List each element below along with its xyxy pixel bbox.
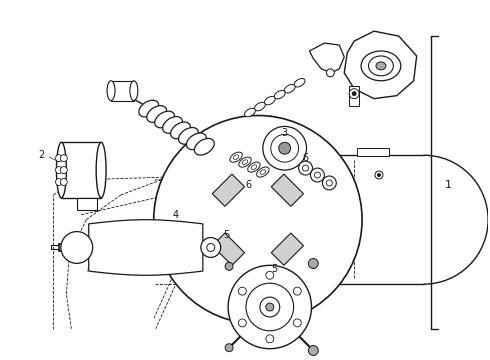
Polygon shape bbox=[61, 142, 101, 198]
Text: 2: 2 bbox=[38, 150, 45, 160]
Ellipse shape bbox=[163, 117, 182, 133]
Ellipse shape bbox=[368, 56, 393, 76]
Polygon shape bbox=[271, 233, 303, 265]
Circle shape bbox=[225, 344, 233, 352]
Circle shape bbox=[228, 265, 312, 349]
Circle shape bbox=[326, 180, 332, 186]
Ellipse shape bbox=[107, 81, 115, 100]
Ellipse shape bbox=[284, 85, 295, 93]
Text: 4: 4 bbox=[172, 210, 178, 220]
Text: 3: 3 bbox=[282, 129, 288, 138]
Polygon shape bbox=[89, 220, 203, 275]
Text: 5: 5 bbox=[223, 230, 229, 239]
Ellipse shape bbox=[245, 108, 255, 117]
Circle shape bbox=[246, 283, 294, 331]
Ellipse shape bbox=[257, 167, 269, 177]
Circle shape bbox=[201, 238, 220, 257]
Circle shape bbox=[271, 134, 298, 162]
Text: 1: 1 bbox=[445, 180, 452, 190]
Circle shape bbox=[260, 297, 280, 317]
Ellipse shape bbox=[361, 51, 401, 81]
Ellipse shape bbox=[242, 160, 248, 165]
Circle shape bbox=[266, 271, 274, 279]
Ellipse shape bbox=[155, 111, 174, 128]
Circle shape bbox=[311, 168, 324, 182]
Polygon shape bbox=[111, 81, 134, 100]
Circle shape bbox=[238, 287, 246, 295]
Circle shape bbox=[352, 92, 356, 96]
Polygon shape bbox=[212, 174, 245, 206]
Circle shape bbox=[60, 179, 67, 185]
Ellipse shape bbox=[274, 90, 285, 99]
Ellipse shape bbox=[294, 78, 305, 87]
Ellipse shape bbox=[139, 100, 159, 117]
Circle shape bbox=[207, 243, 215, 251]
Ellipse shape bbox=[233, 155, 239, 159]
Ellipse shape bbox=[96, 142, 106, 198]
Circle shape bbox=[55, 155, 63, 162]
Circle shape bbox=[266, 335, 274, 343]
Circle shape bbox=[294, 287, 301, 295]
Ellipse shape bbox=[178, 127, 198, 144]
Circle shape bbox=[60, 155, 67, 162]
Ellipse shape bbox=[265, 96, 275, 105]
Circle shape bbox=[55, 179, 63, 185]
Circle shape bbox=[294, 319, 301, 327]
Ellipse shape bbox=[239, 157, 251, 167]
Circle shape bbox=[375, 171, 383, 179]
Ellipse shape bbox=[147, 106, 167, 122]
Circle shape bbox=[308, 346, 318, 355]
Circle shape bbox=[315, 172, 320, 178]
Circle shape bbox=[308, 258, 318, 269]
Circle shape bbox=[154, 116, 362, 324]
Ellipse shape bbox=[56, 142, 66, 198]
Polygon shape bbox=[310, 43, 344, 73]
Circle shape bbox=[60, 167, 67, 174]
Polygon shape bbox=[77, 198, 97, 210]
Polygon shape bbox=[357, 148, 389, 156]
Circle shape bbox=[263, 126, 307, 170]
Text: 5: 5 bbox=[271, 264, 278, 274]
Text: 6: 6 bbox=[302, 153, 309, 163]
Ellipse shape bbox=[130, 81, 138, 100]
Polygon shape bbox=[344, 31, 416, 99]
Circle shape bbox=[225, 262, 233, 270]
Text: 6: 6 bbox=[245, 180, 251, 190]
Polygon shape bbox=[212, 233, 245, 265]
Ellipse shape bbox=[195, 139, 214, 155]
Circle shape bbox=[302, 165, 309, 171]
Circle shape bbox=[349, 89, 359, 99]
Ellipse shape bbox=[251, 165, 257, 170]
Polygon shape bbox=[271, 174, 303, 206]
Ellipse shape bbox=[187, 133, 206, 150]
Ellipse shape bbox=[254, 102, 265, 111]
Circle shape bbox=[322, 176, 336, 190]
Circle shape bbox=[326, 69, 334, 77]
Circle shape bbox=[279, 142, 291, 154]
Circle shape bbox=[377, 174, 380, 176]
Circle shape bbox=[238, 319, 246, 327]
Ellipse shape bbox=[376, 62, 386, 70]
Circle shape bbox=[61, 231, 93, 264]
Circle shape bbox=[266, 303, 274, 311]
Ellipse shape bbox=[171, 122, 191, 139]
Circle shape bbox=[298, 161, 313, 175]
Polygon shape bbox=[349, 86, 359, 105]
Ellipse shape bbox=[248, 162, 260, 172]
Ellipse shape bbox=[230, 152, 242, 162]
Circle shape bbox=[55, 167, 63, 174]
Ellipse shape bbox=[260, 170, 266, 174]
